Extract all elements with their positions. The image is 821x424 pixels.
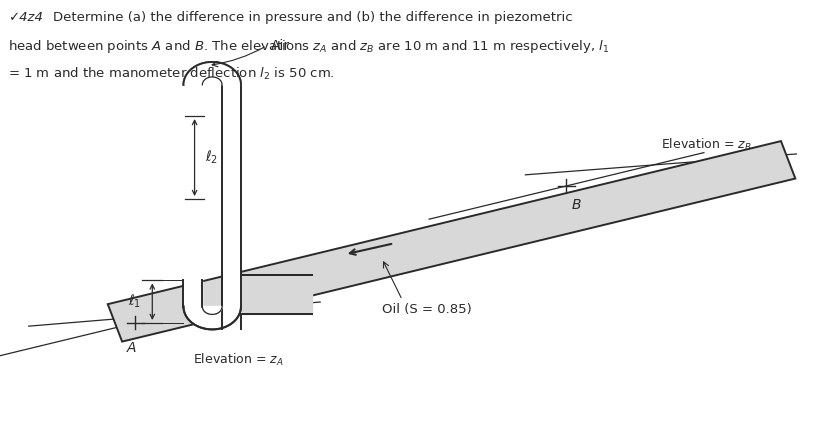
Text: Determine (a) the difference in pressure and (b) the difference in piezometric: Determine (a) the difference in pressure… (53, 11, 573, 24)
Polygon shape (184, 62, 241, 85)
Text: ✓4z4: ✓4z4 (8, 11, 43, 24)
Text: Air: Air (271, 39, 290, 53)
Text: Elevation = $z_A$: Elevation = $z_A$ (193, 352, 283, 368)
Polygon shape (108, 141, 796, 342)
Text: Oil (S = 0.85): Oil (S = 0.85) (382, 303, 472, 316)
Text: $\ell_1$: $\ell_1$ (127, 293, 141, 310)
Text: $B$: $B$ (571, 198, 581, 212)
Text: = 1 m and the manometer deflection $l_2$ is 50 cm.: = 1 m and the manometer deflection $l_2$… (8, 66, 335, 82)
Polygon shape (203, 307, 222, 315)
Text: $\ell_2$: $\ell_2$ (205, 149, 218, 166)
Text: Elevation = $z_B$: Elevation = $z_B$ (661, 137, 751, 153)
Text: head between points $A$ and $B$. The elevations $z_A$ and $z_B$ are 10 m and 11 : head between points $A$ and $B$. The ele… (8, 38, 609, 55)
Polygon shape (184, 307, 241, 329)
Polygon shape (222, 275, 241, 314)
Text: $A$: $A$ (126, 341, 137, 355)
